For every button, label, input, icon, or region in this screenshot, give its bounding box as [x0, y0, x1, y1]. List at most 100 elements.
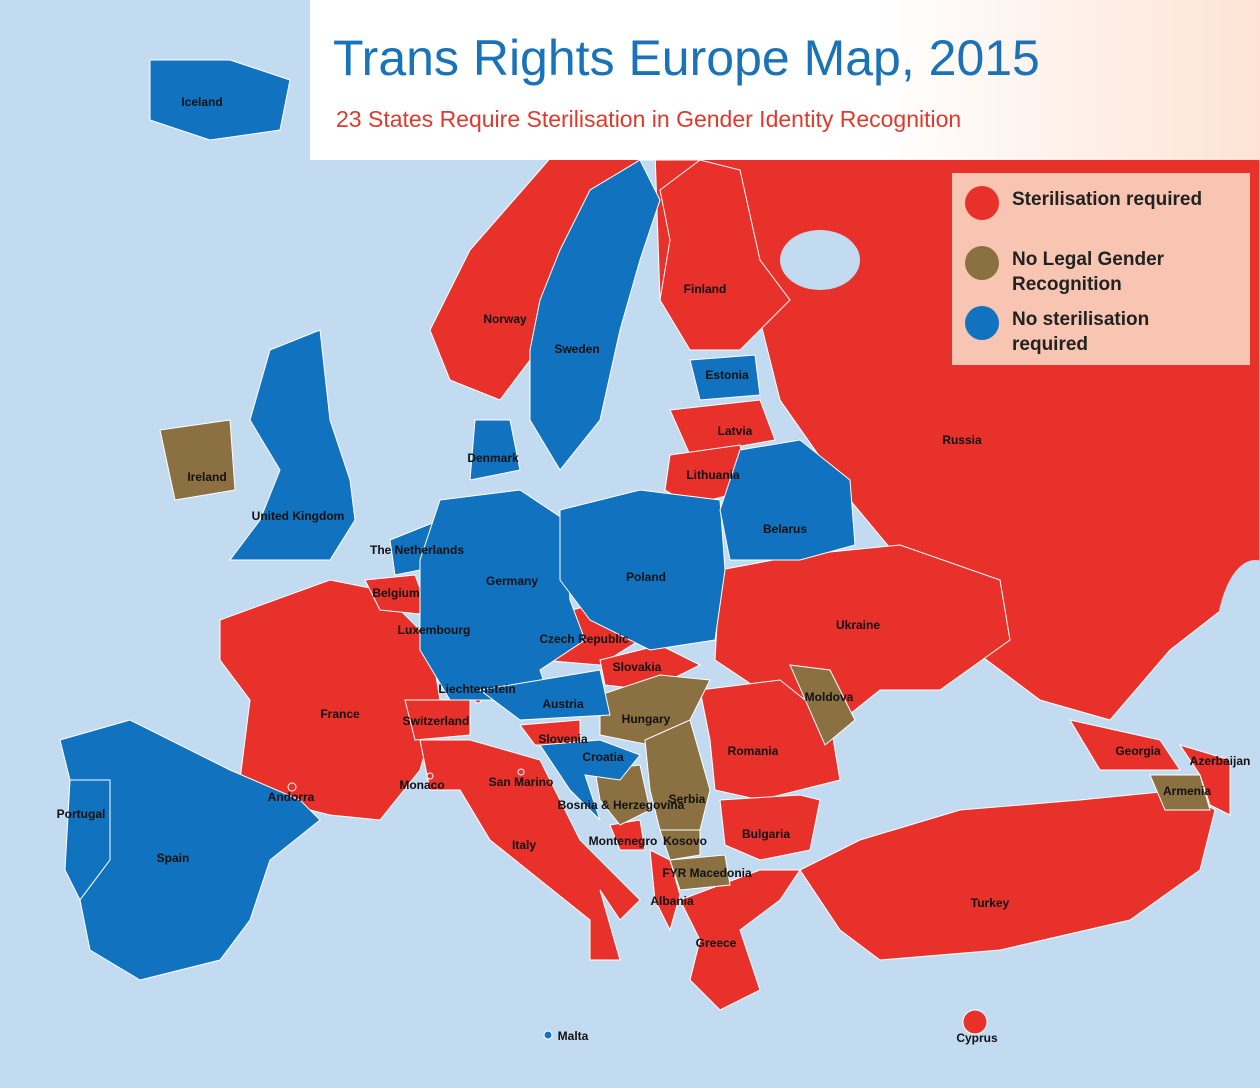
country-label: Slovenia [538, 732, 588, 746]
country-label: Bulgaria [742, 827, 790, 841]
country-label: The Netherlands [370, 543, 464, 557]
subtitle: 23 States Require Sterilisation in Gende… [336, 106, 961, 132]
white-sea [780, 230, 860, 290]
country [719, 794, 821, 861]
country-label: Lithuania [686, 468, 740, 482]
country-label: Belarus [763, 522, 807, 536]
country-label: San Marino [489, 775, 554, 789]
caspian-sea [1215, 560, 1260, 740]
legend-swatch [965, 306, 999, 340]
country-label: Slovakia [613, 660, 662, 674]
country [419, 739, 641, 961]
country-label: Germany [486, 574, 538, 588]
legend-entry: No sterilisation required [1012, 309, 1149, 355]
country-label: Ireland [187, 470, 226, 484]
country-label: Liechtenstein [438, 682, 515, 696]
country-label: Luxembourg [398, 623, 471, 637]
country-label: Norway [483, 312, 527, 326]
country [1149, 774, 1211, 811]
country [559, 489, 726, 651]
country-label: Estonia [705, 368, 749, 382]
country [669, 399, 776, 456]
country [669, 854, 731, 891]
country [609, 819, 646, 851]
country [59, 719, 321, 981]
country [699, 679, 841, 801]
country-label: Kosovo [663, 834, 707, 848]
country [689, 354, 761, 401]
country [469, 419, 521, 481]
country-label: Georgia [1115, 744, 1161, 758]
country-label: Latvia [718, 424, 753, 438]
country [159, 419, 236, 501]
country-label: Serbia [669, 792, 706, 806]
country [594, 764, 651, 826]
legend: Sterilisation required No Legal Gender Re… [965, 186, 1203, 355]
country [287, 782, 297, 792]
country [543, 1030, 553, 1040]
country-label: Malta [558, 1029, 589, 1043]
country [1178, 744, 1231, 816]
country [799, 789, 1216, 961]
country-label: Poland [626, 570, 666, 584]
country-label: Denmark [467, 451, 519, 465]
legend-label: No Legal Gender Recognition [1012, 249, 1165, 295]
legend-box [952, 173, 1250, 365]
country-label: Andorra [268, 790, 315, 804]
country-labels: Norway Finland Russia Latvia Lithuania Ukrain… [57, 95, 1251, 1045]
country [478, 669, 611, 721]
country-label: Greece [696, 936, 737, 950]
country-label: Moldova [805, 690, 854, 704]
legend-swatch [965, 186, 999, 220]
country [529, 159, 661, 471]
country [149, 59, 291, 141]
country-label: Turkey [971, 896, 1010, 910]
country-label: Finland [684, 282, 727, 296]
country-label: Montenegro [589, 834, 658, 848]
country-label: Iceland [181, 95, 222, 109]
country-label: Croatia [582, 750, 624, 764]
country [789, 664, 856, 746]
country-label: Switzerland [403, 714, 470, 728]
country-label: Armenia [1163, 784, 1211, 798]
country-label: Italy [512, 838, 536, 852]
country-label: Austria [542, 697, 584, 711]
country-label: Monaco [399, 778, 444, 792]
country [679, 869, 801, 1011]
country [714, 544, 1011, 731]
country-label: Romania [728, 744, 779, 758]
country-label: Portugal [57, 807, 106, 821]
country [539, 739, 641, 821]
country-label: Sweden [554, 342, 599, 356]
legend-entry: No Legal Gender Recognition [1012, 249, 1165, 295]
country-label: Belgium [372, 586, 419, 600]
country-label: France [320, 707, 360, 721]
country-label: Albania [650, 894, 694, 908]
country-label: Czech Republic [539, 632, 629, 646]
country-label: Spain [157, 851, 190, 865]
country-label: Cyprus [956, 1031, 998, 1045]
country-label: FYR Macedonia [662, 866, 752, 880]
country [649, 849, 681, 932]
country-label: United Kingdom [252, 509, 345, 523]
legend-swatch [965, 246, 999, 280]
title-box [310, 0, 1260, 160]
baltic-sea [575, 310, 670, 500]
title: Trans Rights Europe Map, 2015 [333, 30, 1040, 86]
country-label: Hungary [622, 712, 671, 726]
country [419, 489, 586, 701]
country [962, 1009, 988, 1035]
country-label: Azerbaijan [1190, 754, 1251, 768]
country [659, 159, 791, 351]
legend-entry: Sterilisation required [1012, 189, 1203, 210]
country [404, 699, 471, 741]
country-label: Bosnia & Herzegovina [558, 798, 685, 812]
legend-label: Sterilisation required [1012, 189, 1203, 210]
country [229, 329, 356, 561]
black-sea [805, 725, 995, 835]
country [1068, 719, 1181, 771]
country [426, 772, 434, 780]
country-label: Russia [942, 433, 982, 447]
